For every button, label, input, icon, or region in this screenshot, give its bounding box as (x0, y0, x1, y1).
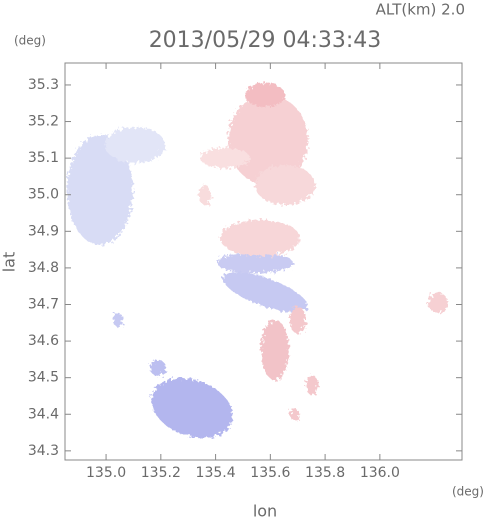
echo-red (428, 293, 448, 313)
y-axis-label: lat (0, 252, 19, 273)
x-tick-label: 135.0 (86, 465, 126, 481)
x-axis-label: lon (253, 502, 277, 521)
y-unit: (deg) (14, 34, 46, 48)
echo-blue (222, 271, 308, 313)
echo-blue (217, 253, 293, 273)
y-tick-label: 34.3 (28, 443, 59, 459)
y-tick-label: 34.6 (28, 333, 59, 349)
echo-red (220, 220, 300, 256)
axes-frame (64, 62, 463, 461)
echo-red (306, 375, 318, 395)
chart-title: 2013/05/29 04:33:43 (149, 28, 382, 53)
y-tick-label: 34.5 (28, 370, 59, 386)
echo-blue (150, 360, 166, 376)
echo-blue (105, 127, 165, 163)
echo-blue (113, 313, 123, 327)
echo-red (255, 165, 315, 205)
echo-red (290, 409, 300, 421)
y-tick-label: 35.3 (28, 77, 59, 93)
annotation: ALT(km) 2.0 (376, 1, 465, 19)
x-unit: (deg) (452, 485, 484, 499)
y-tick-label: 34.8 (28, 260, 59, 276)
plot-frame (64, 62, 463, 461)
y-tick-label: 35.2 (28, 114, 59, 130)
x-tick-label: 135.8 (305, 465, 345, 481)
radar-echoes (67, 83, 448, 438)
x-tick-label: 136.0 (360, 465, 400, 481)
echo-red (290, 306, 306, 334)
x-tick-label: 135.2 (141, 465, 181, 481)
y-tick-label: 34.9 (28, 223, 59, 239)
x-tick-label: 135.6 (250, 465, 290, 481)
echo-red (199, 185, 211, 205)
y-tick-label: 34.7 (28, 296, 59, 312)
y-tick-label: 35.0 (28, 187, 59, 203)
echo-red (228, 95, 308, 185)
x-tick-label: 135.4 (196, 465, 236, 481)
y-tick-label: 35.1 (28, 150, 59, 166)
echo-blue (151, 378, 233, 438)
echo-red (200, 148, 250, 168)
echo-red (245, 83, 285, 107)
echo-blue (67, 135, 133, 245)
y-tick-label: 34.4 (28, 406, 59, 422)
echo-red (261, 320, 289, 380)
